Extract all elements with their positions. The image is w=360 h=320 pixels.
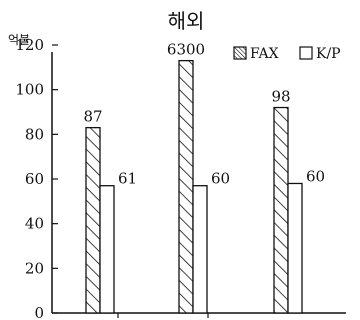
y-tick-label: 60 xyxy=(25,170,44,188)
chart-title: 해외 xyxy=(168,9,205,33)
bar-fax-1 xyxy=(85,126,101,314)
bar-k-p-2 xyxy=(192,185,208,314)
y-tick-label: 0 xyxy=(34,304,44,320)
data-label: 60 xyxy=(306,167,325,185)
y-tick-label: 20 xyxy=(25,259,44,277)
data-label: 61 xyxy=(118,170,137,188)
y-axis-ticks: 0 20 40 60 80 100 120 xyxy=(15,36,209,320)
bars: 87 6300 98 61 60 60 xyxy=(83,41,325,314)
y-tick-label: 40 xyxy=(25,215,44,233)
y-tick-label: 80 xyxy=(25,125,44,143)
legend-label: FAX xyxy=(250,46,279,62)
legend: FAX K/P xyxy=(233,46,341,62)
legend-swatch xyxy=(233,46,247,60)
legend-label: K/P xyxy=(316,46,341,62)
bar-fax-2 xyxy=(178,59,194,314)
bar-fax-3 xyxy=(273,106,289,314)
data-label: 98 xyxy=(271,88,290,106)
y-tick-label: 120 xyxy=(15,36,44,54)
data-label: 6300 xyxy=(167,41,205,59)
bar-k-p-1 xyxy=(99,185,115,314)
bar-k-p-3 xyxy=(287,182,303,314)
y-tick-label: 100 xyxy=(15,81,44,99)
data-label: 60 xyxy=(211,170,230,188)
legend-swatch xyxy=(299,46,313,60)
data-label: 87 xyxy=(83,108,102,126)
y-axis-unit-label: 억불 xyxy=(8,33,30,47)
